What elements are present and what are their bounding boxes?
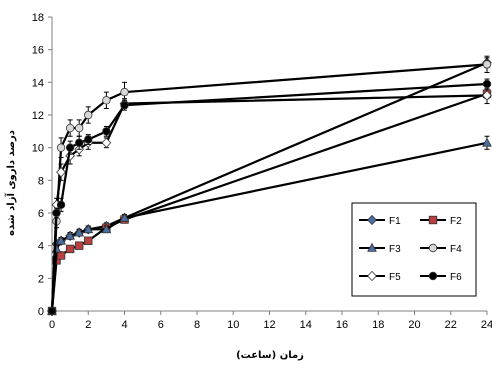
data-point [65,123,75,133]
data-point [84,135,93,144]
y-tick-label: 12 [32,110,44,122]
data-point [102,96,111,105]
legend-item-f2: F2 [420,215,462,227]
data-point [482,60,492,69]
y-tick-label: 0 [38,306,44,318]
legend-swatch-marker [428,243,438,253]
data-point [482,90,492,101]
legend-swatch-marker [428,271,438,281]
x-tick-label: 8 [194,319,200,331]
data-point [65,244,75,254]
data-point [65,143,75,152]
legend-swatch-marker [367,270,377,282]
y-tick-label: 4 [38,241,44,253]
data-point [83,224,94,234]
legend-item-f1: F1 [359,214,401,227]
x-tick-label: 20 [408,319,420,331]
x-tick-label: 24 [481,319,492,331]
data-point [56,200,66,210]
legend-swatch-marker [367,214,377,226]
data-point [56,143,66,152]
x-tick-label: 12 [263,319,275,331]
legend-label: F2 [450,216,462,227]
legend-item-f5: F5 [359,270,401,283]
data-point [56,235,66,245]
y-tick-label: 18 [32,12,44,24]
legend-label: F4 [450,244,462,255]
data-point [101,137,112,148]
data-point [74,241,84,250]
y-tick-label: 6 [38,208,44,220]
data-point [482,79,492,89]
series-layer [47,55,492,317]
data-point [74,123,84,133]
data-point [47,306,57,316]
legend-label: F5 [389,272,401,283]
legend-label: F1 [389,216,401,227]
x-tick-label: 22 [445,319,457,331]
series-f3 [47,135,492,315]
legend-label: F6 [450,272,462,283]
y-tick-label: 10 [32,143,44,155]
data-point [102,127,111,136]
legend-item-f4: F4 [420,243,462,255]
y-tick-label: 2 [38,273,44,285]
y-tick-label: 14 [32,77,44,89]
y-axis-title: درصد داروی آزاد شده [4,130,17,236]
data-point [74,227,85,237]
x-tick-label: 0 [49,319,55,331]
data-point [120,87,129,97]
x-tick-label: 10 [227,319,239,331]
data-point [56,166,66,178]
x-tick-label: 4 [121,319,127,331]
x-tick-label: 18 [372,319,384,331]
legend-item-f3: F3 [359,242,401,255]
x-tick-label: 14 [300,319,312,331]
x-axis-title: زمان (ساعت) [236,350,304,361]
y-tick-label: 16 [32,45,44,57]
data-point [120,100,129,110]
legend-swatch-marker [428,215,438,225]
legend-item-f6: F6 [420,271,462,283]
data-point [84,236,93,245]
legend-label: F3 [389,244,401,255]
data-point [74,138,84,147]
data-point [482,137,492,147]
data-point [101,224,112,234]
x-tick-label: 6 [158,319,164,331]
data-point [52,208,61,218]
legend-swatch-marker [367,242,377,252]
data-point [65,230,75,240]
data-point [56,251,66,260]
series-f6 [47,78,492,316]
y-tick-label: 8 [38,175,44,187]
data-point [84,110,93,120]
x-tick-label: 2 [85,319,91,331]
data-point [119,212,130,222]
legend: F1 F2 F3 F4 F5 F6 [351,202,477,297]
x-tick-label: 16 [336,319,348,331]
